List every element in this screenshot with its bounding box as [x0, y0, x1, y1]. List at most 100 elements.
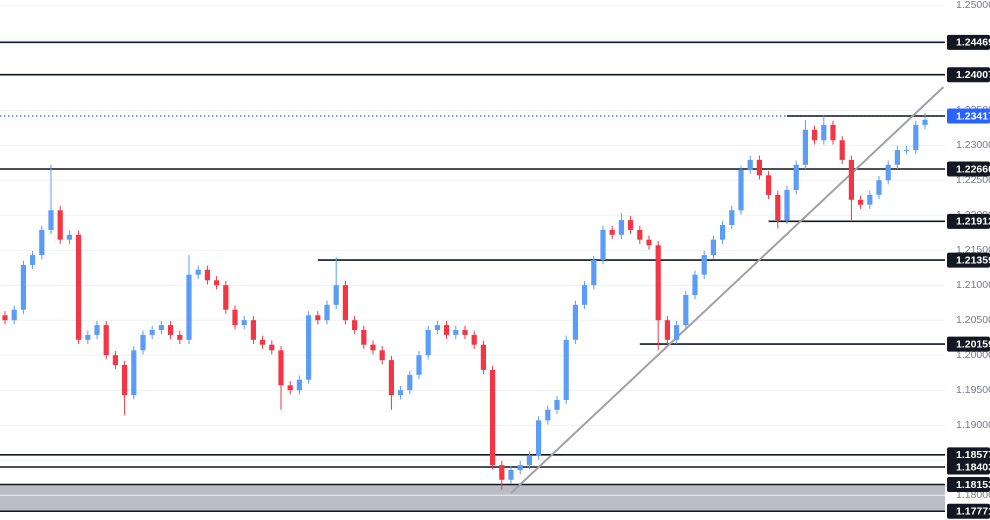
level-label-box — [947, 336, 990, 352]
candle-body — [793, 164, 799, 190]
candle-body — [287, 385, 293, 391]
level-label-box — [947, 213, 990, 229]
candle-body — [637, 229, 643, 240]
candle-body — [618, 220, 624, 235]
candle-body — [223, 285, 229, 310]
candle-body — [858, 199, 864, 205]
candle-body — [710, 239, 716, 256]
candle-body — [434, 325, 440, 331]
level-label-box — [947, 252, 990, 268]
candle-body — [122, 365, 128, 396]
candle-body — [471, 334, 477, 345]
candle-body — [563, 339, 569, 401]
candle-body — [784, 189, 790, 221]
level-label-text: 1.20159 — [956, 338, 990, 350]
candle-body — [177, 334, 183, 340]
candle-body — [756, 159, 762, 176]
candle-body — [508, 470, 514, 480]
candle-body — [922, 119, 928, 125]
level-label-box — [947, 459, 990, 475]
current-price-label-box — [947, 108, 990, 124]
candle-body — [131, 350, 137, 396]
candle-body — [600, 229, 606, 260]
candle-body — [48, 210, 54, 230]
level-label-box — [947, 161, 990, 177]
level-label-text: 1.24469 — [956, 37, 990, 49]
y-tick-label: 1.21000 — [956, 279, 990, 291]
level-label-text: 1.18153 — [956, 479, 990, 491]
candle-body — [168, 325, 174, 335]
candle-body — [158, 325, 164, 331]
candle-body — [94, 325, 100, 335]
candle-body — [462, 330, 468, 335]
trendline — [510, 86, 945, 494]
candle-body — [848, 159, 854, 200]
level-label-text: 1.24007 — [956, 69, 990, 81]
candle-body — [720, 224, 726, 240]
candle-body — [140, 334, 146, 351]
candle-body — [39, 229, 45, 256]
y-tick-label: 1.20000 — [956, 349, 990, 361]
level-label-text: 1.18577 — [956, 449, 990, 461]
candle-body — [76, 234, 82, 340]
candle-body — [269, 344, 275, 351]
candle-body — [112, 355, 118, 366]
candle-body — [324, 304, 330, 321]
candle-body — [536, 420, 542, 456]
level-label-box — [947, 447, 990, 463]
candle-body — [398, 390, 404, 396]
candle-body — [802, 129, 808, 165]
candle-body — [499, 465, 505, 480]
candle-body — [416, 355, 422, 375]
candle-body — [692, 274, 698, 296]
shaded-zone — [0, 484, 945, 512]
candle-body — [904, 150, 910, 152]
current-price-label-text: 1.23417 — [956, 110, 990, 122]
level-label-text: 1.22660 — [956, 163, 990, 175]
candle-body — [352, 320, 358, 331]
candle-body — [214, 280, 220, 286]
candle-body — [582, 285, 588, 305]
candle-body — [480, 344, 486, 370]
candle-body — [186, 274, 192, 340]
candle-body — [609, 229, 615, 235]
candle-body — [839, 140, 845, 160]
candle-body — [260, 339, 266, 345]
candle-body — [913, 124, 919, 151]
candle-body — [766, 175, 772, 195]
candle-body — [517, 465, 523, 471]
candle-body — [2, 315, 8, 321]
y-tick-label: 1.19500 — [956, 384, 990, 396]
candle-body — [729, 210, 735, 225]
candle-body — [554, 400, 560, 410]
candle-body — [453, 330, 459, 335]
candle-body — [315, 315, 321, 321]
candle-body — [85, 334, 91, 340]
candle-body — [195, 269, 201, 275]
candle-body — [11, 309, 17, 321]
candle-body — [821, 124, 827, 141]
y-tick-label: 1.23000 — [956, 139, 990, 151]
candle-body — [738, 169, 744, 211]
candle-body — [333, 285, 339, 305]
candle-body — [885, 164, 891, 181]
candle-body — [775, 194, 781, 221]
candle-body — [250, 320, 256, 340]
candle-body — [894, 150, 900, 165]
candle-body — [572, 304, 578, 340]
level-label-text: 1.18403 — [956, 461, 990, 473]
candle-body — [379, 350, 385, 361]
candle-body — [701, 255, 707, 275]
candle-body — [683, 295, 689, 326]
y-tick-label: 1.19000 — [956, 419, 990, 431]
level-label-box — [947, 503, 990, 519]
candle-body — [867, 194, 873, 205]
candle-body — [545, 409, 551, 421]
candle-body — [664, 320, 670, 340]
candle-body — [30, 255, 36, 265]
level-label-text: 1.21912 — [956, 216, 990, 228]
candle-body — [655, 245, 661, 321]
candle-body — [342, 285, 348, 321]
